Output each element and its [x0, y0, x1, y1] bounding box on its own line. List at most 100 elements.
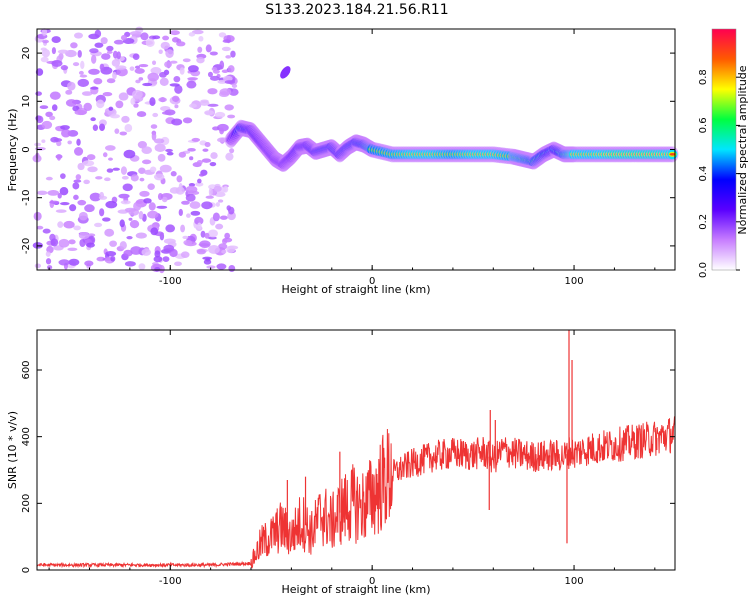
noise-blob [182, 58, 191, 63]
noise-blob [36, 225, 44, 230]
y-tick-label: 200 [21, 494, 32, 513]
noise-blob [135, 232, 147, 239]
colorbar-tick-label: 0.4 [698, 166, 709, 182]
noise-blob [92, 124, 99, 131]
noise-blob [206, 265, 216, 269]
noise-blob [165, 148, 173, 153]
noise-blob [67, 247, 78, 251]
noise-blob [89, 48, 99, 54]
noise-blob [95, 176, 103, 180]
noise-blob [102, 217, 111, 222]
noise-blob [118, 92, 129, 101]
noise-blob [196, 160, 203, 165]
noise-blob [104, 228, 115, 237]
noise-blob [65, 99, 78, 107]
noise-blob [33, 211, 42, 221]
noise-blob [227, 114, 236, 119]
noise-blob [138, 77, 144, 81]
noise-blob [224, 104, 234, 111]
noise-blob [86, 154, 96, 161]
noise-blob [159, 77, 169, 86]
noise-blob [94, 29, 102, 38]
isolated-blob [280, 66, 291, 79]
noise-blob [124, 207, 137, 213]
noise-blob [148, 202, 156, 211]
noise-blob [119, 131, 128, 136]
noise-blob [45, 176, 53, 181]
noise-blob [51, 59, 63, 67]
spectrogram-ylabel: Frequency (Hz) [6, 109, 19, 192]
noise-blob [207, 88, 218, 95]
noise-blob [81, 91, 93, 96]
noise-blob [39, 105, 49, 110]
noise-blob [134, 68, 145, 74]
x-tick-label: 0 [369, 276, 375, 287]
noise-blob [60, 65, 69, 71]
noise-blob [188, 65, 199, 73]
noise-blob [219, 215, 228, 220]
noise-blob [219, 88, 232, 96]
noise-blob [130, 174, 139, 182]
noise-blob [57, 49, 69, 54]
noise-blob [199, 173, 205, 177]
noise-blob [226, 205, 232, 211]
noise-blob [96, 256, 106, 262]
noise-blob [82, 160, 95, 167]
noise-blob [221, 249, 227, 254]
noise-blob [197, 222, 202, 230]
noise-blob [72, 62, 80, 67]
noise-blob [209, 162, 217, 167]
noise-blob [191, 29, 204, 35]
noise-blob [208, 244, 220, 254]
noise-blob [76, 138, 81, 146]
noise-blob [135, 79, 141, 84]
x-tick-label: -100 [159, 576, 182, 587]
y-tick-label: 0 [21, 146, 32, 152]
noise-blob [159, 71, 167, 78]
noise-blob [49, 200, 60, 204]
noise-blob [55, 209, 67, 213]
chart-title: S133.2023.184.21.56.R11 [265, 2, 448, 18]
snr-xlabel: Height of straight line (km) [281, 583, 430, 596]
noise-blob [78, 211, 88, 221]
noise-blob [194, 216, 204, 225]
colorbar-tick-label: 0.6 [698, 117, 709, 133]
noise-blob [120, 34, 127, 41]
noise-blob [41, 48, 50, 58]
noise-blob [112, 71, 117, 80]
noise-blob [138, 64, 149, 68]
noise-blob [154, 143, 166, 153]
noise-blob [137, 140, 147, 149]
spectrogram-xlabel: Height of straight line (km) [281, 283, 430, 296]
noise-blob [161, 196, 168, 203]
noise-blob [99, 191, 105, 199]
noise-blob [161, 111, 172, 115]
noise-blob [182, 235, 189, 240]
noise-blob [224, 80, 236, 85]
x-tick-label: 100 [565, 576, 584, 587]
noise-blob [86, 242, 95, 248]
noise-blob [87, 166, 98, 173]
noise-blob [147, 183, 155, 190]
noise-blob [138, 211, 144, 220]
noise-blob [130, 97, 136, 105]
noise-blob [205, 257, 211, 262]
noise-blob [45, 258, 52, 265]
x-tick-label: 100 [565, 276, 584, 287]
y-tick-label: -20 [21, 238, 32, 254]
noise-blob [231, 83, 238, 88]
snr-axes: -100 0 100 0 200 400 600 [21, 330, 675, 587]
y-tick-label: -10 [21, 190, 32, 206]
colorbar-frame [711, 28, 737, 271]
noise-blob [122, 183, 133, 192]
noise-blob [173, 75, 181, 83]
noise-blob [32, 242, 44, 249]
noise-blob [221, 69, 229, 74]
noise-blob [201, 158, 212, 163]
noise-blob [99, 208, 105, 217]
noise-blob [112, 167, 120, 171]
noise-blob [80, 60, 85, 70]
noise-blob [90, 86, 99, 90]
noise-blob [67, 140, 72, 145]
